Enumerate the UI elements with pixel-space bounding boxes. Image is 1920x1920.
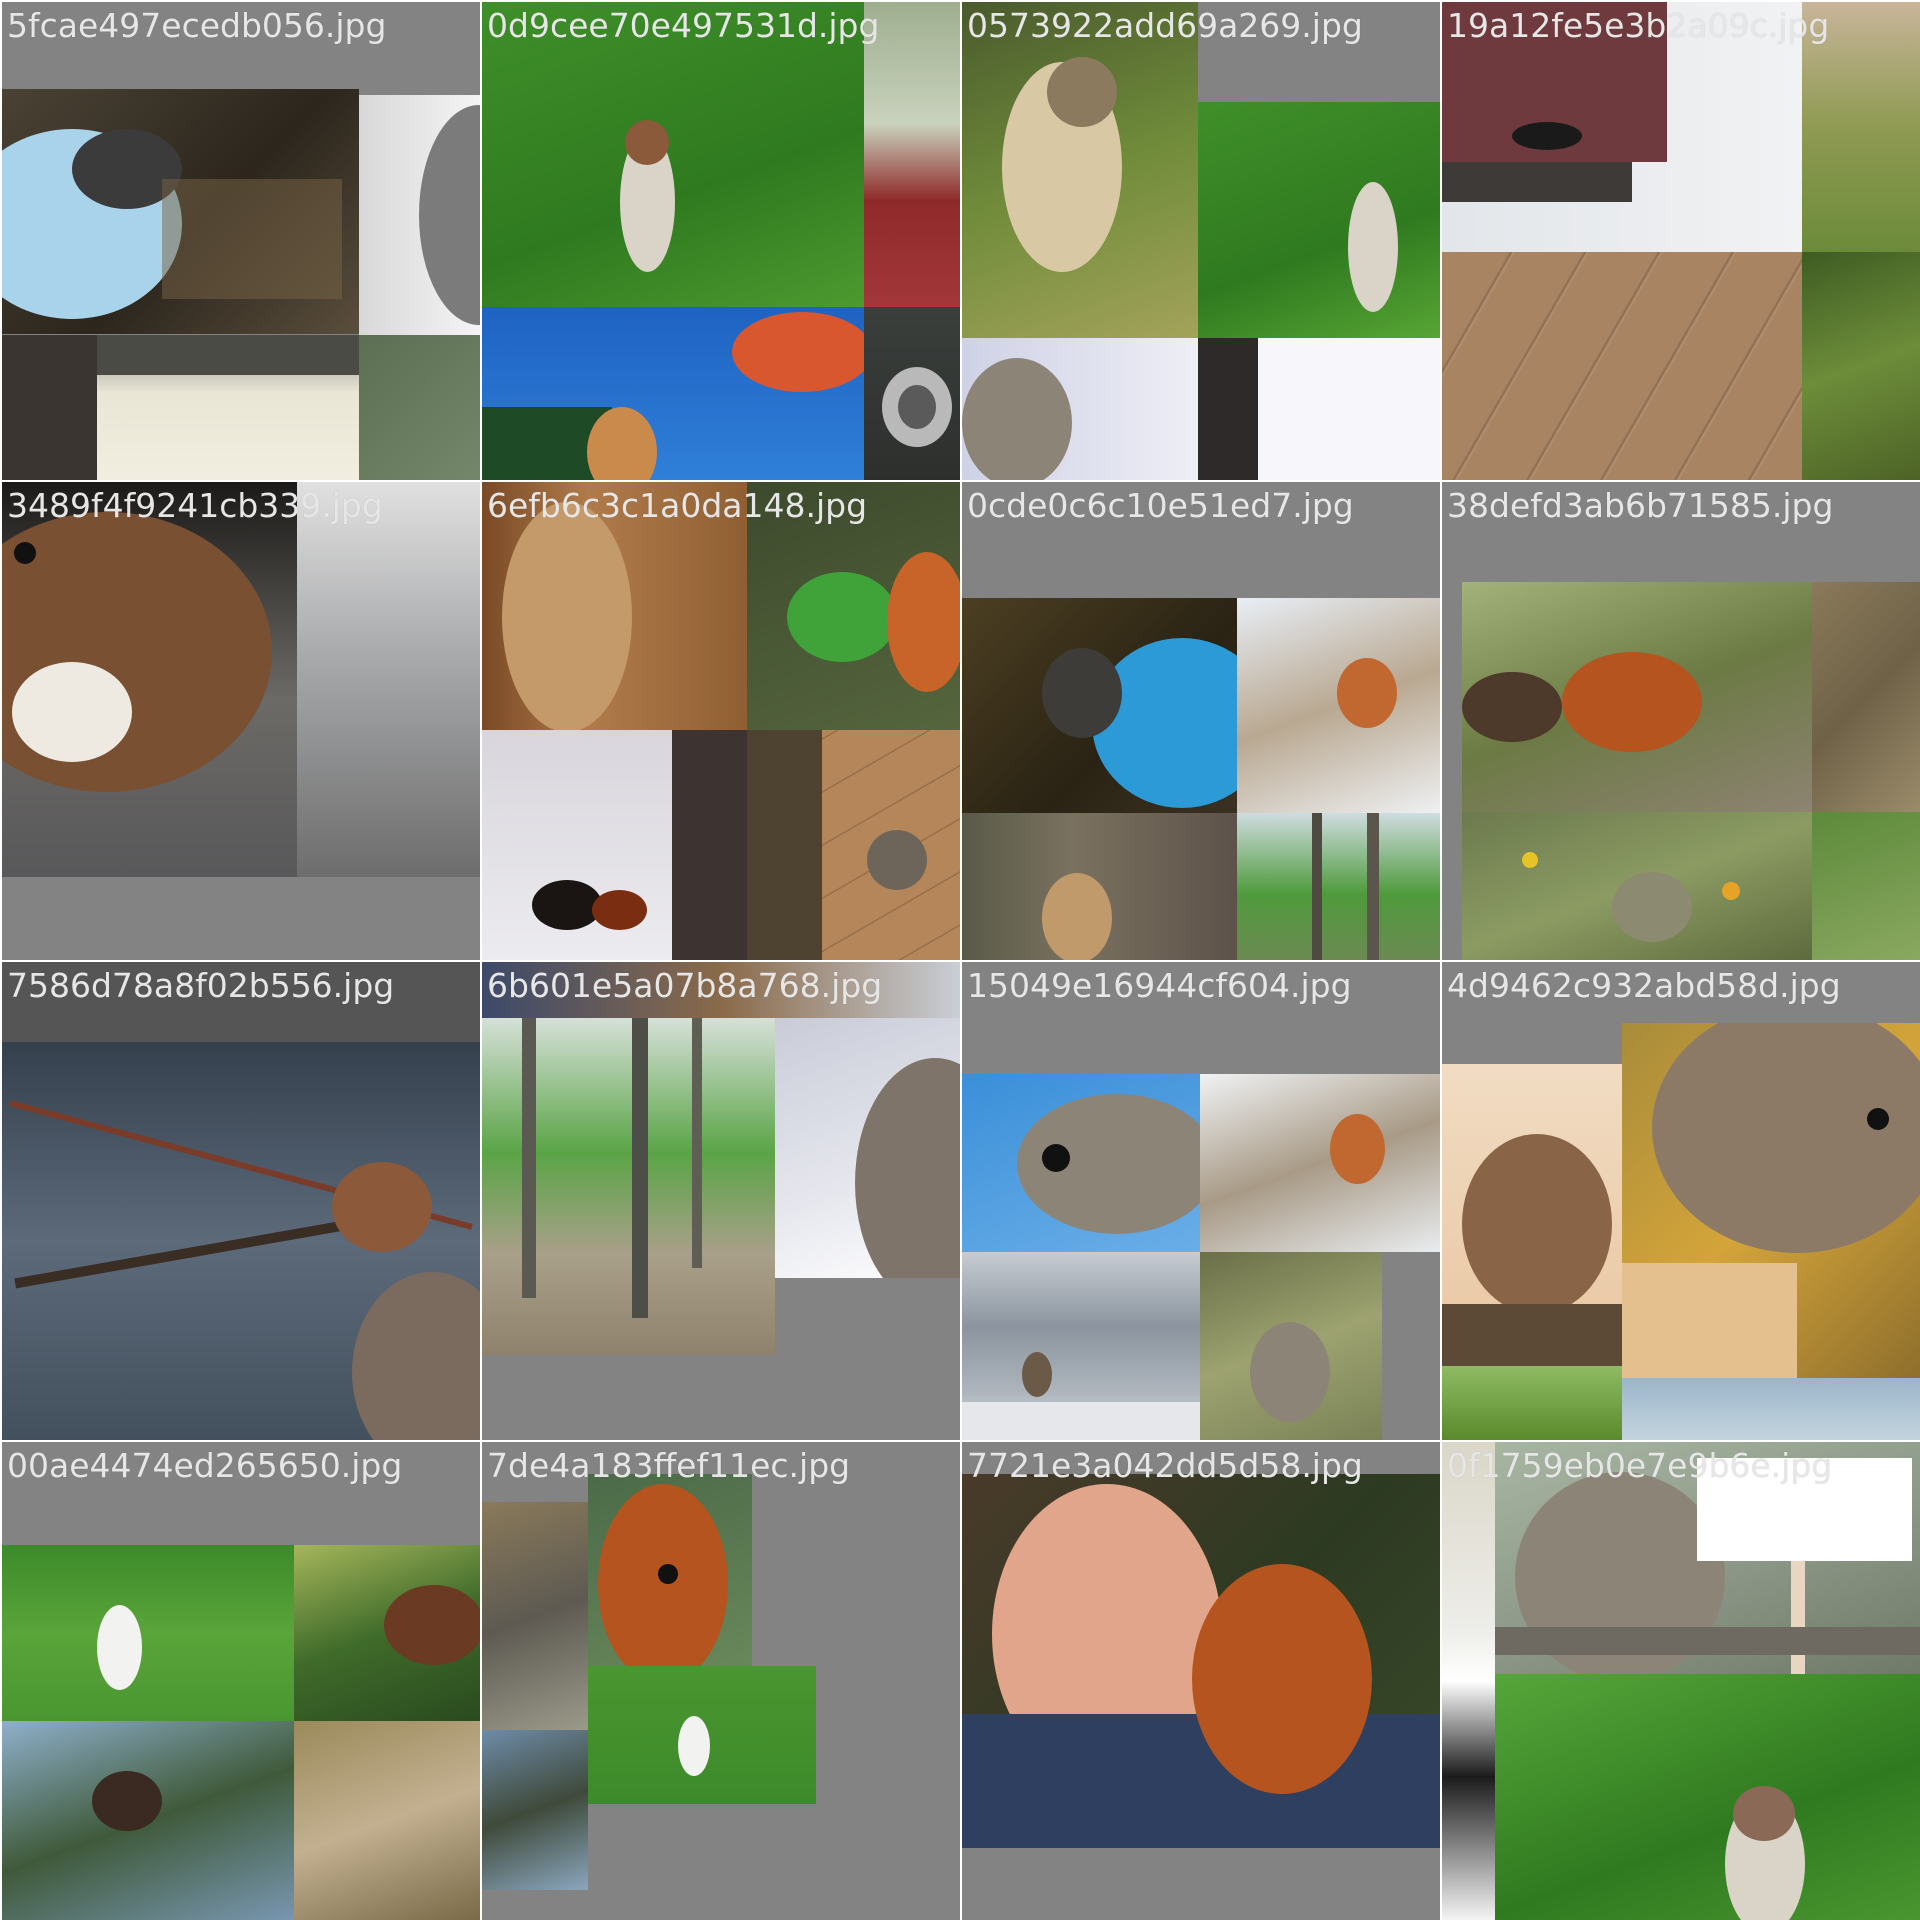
photo-white-squirrel-lawn-2 [588, 1666, 816, 1804]
photo-left-sliver [1442, 1442, 1495, 1920]
image-tile[interactable]: 7de4a183ffef11ec.jpg [482, 1442, 960, 1920]
photo-car-wheel [864, 307, 960, 480]
photo-red-squirrel-eating [588, 1474, 752, 1686]
photo-squirrel-wildflowers [1462, 812, 1812, 960]
photo-squirrel-snow-closeup [962, 338, 1198, 480]
photo-squirrel-sunlit-grass [962, 2, 1198, 338]
photo-grass-edge [1802, 2, 1920, 252]
photo-squirrel-tail-peach [1442, 1064, 1622, 1366]
photo-snow-shadow [1198, 338, 1440, 480]
image-tile[interactable]: 19a12fe5e3b2a09c.jpg [1442, 2, 1920, 480]
photo-squirrel-hand-sky [482, 307, 864, 480]
photo-squirrel-tree-bark [962, 813, 1237, 960]
photo-squirrel-berry-branches [2, 1721, 294, 1920]
photo-forest-trees [1237, 813, 1440, 960]
image-tile[interactable]: 7721e3a042dd5d58.jpg [962, 1442, 1440, 1920]
image-filename: 7de4a183ffef11ec.jpg [487, 1446, 851, 1485]
photo-squirrel-side-profile [2, 482, 297, 877]
image-tile[interactable]: 6b601e5a07b8a768.jpg [482, 962, 960, 1440]
image-filename: 38defd3ab6b71585.jpg [1447, 486, 1834, 525]
image-tile[interactable]: 3489f4f9241cb339.jpg [2, 482, 480, 960]
photo-grass-ground [1812, 812, 1920, 960]
photo-squirrel-bare-branches [2, 1042, 480, 1440]
photo-squirrel-grass [482, 2, 864, 307]
photo-squirrel-silhouette [482, 730, 747, 960]
image-tile[interactable]: 15049e16944cf604.jpg [962, 962, 1440, 1440]
image-tile[interactable]: 0d9cee70e497531d.jpg [482, 2, 960, 480]
photo-branches-sky-2 [482, 1730, 588, 1890]
photo-rocky-ground [482, 1502, 588, 1730]
photo-pavement-blur [297, 482, 480, 877]
photo-red-squirrel-mossy-log [1462, 582, 1812, 812]
photo-green-blur-squirrel [1802, 252, 1920, 480]
photo-tree-shadow [2, 335, 359, 480]
image-tile[interactable]: 38defd3ab6b71585.jpg [1442, 482, 1920, 960]
photo-squirrel-blue-object [2, 89, 359, 334]
image-filename: 6efb6c3c1a0da148.jpg [487, 486, 868, 525]
photo-wood-deck [1442, 252, 1802, 480]
photo-squirrel-grass-shadow [294, 1545, 480, 1721]
image-filename: 5fcae497ecedb056.jpg [7, 6, 387, 45]
image-filename: 6b601e5a07b8a768.jpg [487, 966, 883, 1005]
photo-squirrel-tail-snow [775, 1018, 960, 1278]
image-filename: 0f1759eb0e7e9b6e.jpg [1447, 1446, 1833, 1485]
image-filename: 00ae4474ed265650.jpg [7, 1446, 403, 1485]
photo-squirrel-snow [359, 95, 480, 335]
image-filename: 0573922add69a269.jpg [967, 6, 1363, 45]
photo-green-blur-2 [1442, 1366, 1622, 1440]
photo-squirrel-deck [747, 730, 960, 960]
photo-squirrel-standing-grass [1198, 102, 1440, 338]
photo-squirrel-twigs [294, 1721, 480, 1920]
photo-gravel [1812, 582, 1920, 812]
image-filename: 4d9462c932abd58d.jpg [1447, 966, 1841, 1005]
image-tile[interactable]: 5fcae497ecedb056.jpg [2, 2, 480, 480]
photo-green-blur [359, 335, 480, 480]
photo-top-strip [482, 962, 960, 1018]
photo-white-squirrel-lawn [2, 1545, 294, 1721]
image-filename: 7586d78a8f02b556.jpg [7, 966, 395, 1005]
image-tile[interactable]: 0f1759eb0e7e9b6e.jpg [1442, 1442, 1920, 1920]
photo-forest-grass [482, 1018, 775, 1355]
photo-red-squirrel-plant [747, 482, 960, 730]
photo-squirrel-closeup-sky [962, 1074, 1200, 1252]
image-tile[interactable]: 6efb6c3c1a0da148.jpg [482, 482, 960, 960]
image-filename: 3489f4f9241cb339.jpg [7, 486, 383, 525]
photo-plant-red-fabric [864, 2, 960, 307]
photo-squirrel-tree-trunk [482, 482, 747, 730]
image-filename: 0d9cee70e497531d.jpg [487, 6, 880, 45]
photo-red-squirrel-snow-branch [1237, 598, 1440, 813]
image-tile[interactable]: 4d9462c932abd58d.jpg [1442, 962, 1920, 1440]
photo-red-squirrel-snow-tree [1200, 1074, 1440, 1252]
dark-header-band [2, 962, 480, 1042]
photo-birdhouse [1442, 2, 1802, 252]
photo-woman-red-squirrel [962, 1474, 1440, 1848]
image-tile[interactable]: 00ae4474ed265650.jpg [2, 1442, 480, 1920]
image-filename: 7721e3a042dd5d58.jpg [967, 1446, 1363, 1485]
photo-squirrel-grass-ground [1200, 1252, 1382, 1440]
photo-squirrel-lake-fence [962, 1252, 1200, 1440]
photo-gray-squirrel-wood-block [1622, 1023, 1920, 1378]
image-filename: 19a12fe5e3b2a09c.jpg [1447, 6, 1830, 45]
image-filename: 0cde0c6c10e51ed7.jpg [967, 486, 1354, 525]
image-filename: 15049e16944cf604.jpg [967, 966, 1352, 1005]
photo-squirrel-blue-object-2 [962, 598, 1237, 813]
photo-branches-sky [1622, 1378, 1920, 1440]
photo-squirrel-grass-upright [1495, 1674, 1920, 1920]
image-tile[interactable]: 7586d78a8f02b556.jpg [2, 962, 480, 1440]
image-tile[interactable]: 0573922add69a269.jpg [962, 2, 1440, 480]
image-tile[interactable]: 0cde0c6c10e51ed7.jpg [962, 482, 1440, 960]
photo-squirrel-sign [1495, 1442, 1920, 1674]
